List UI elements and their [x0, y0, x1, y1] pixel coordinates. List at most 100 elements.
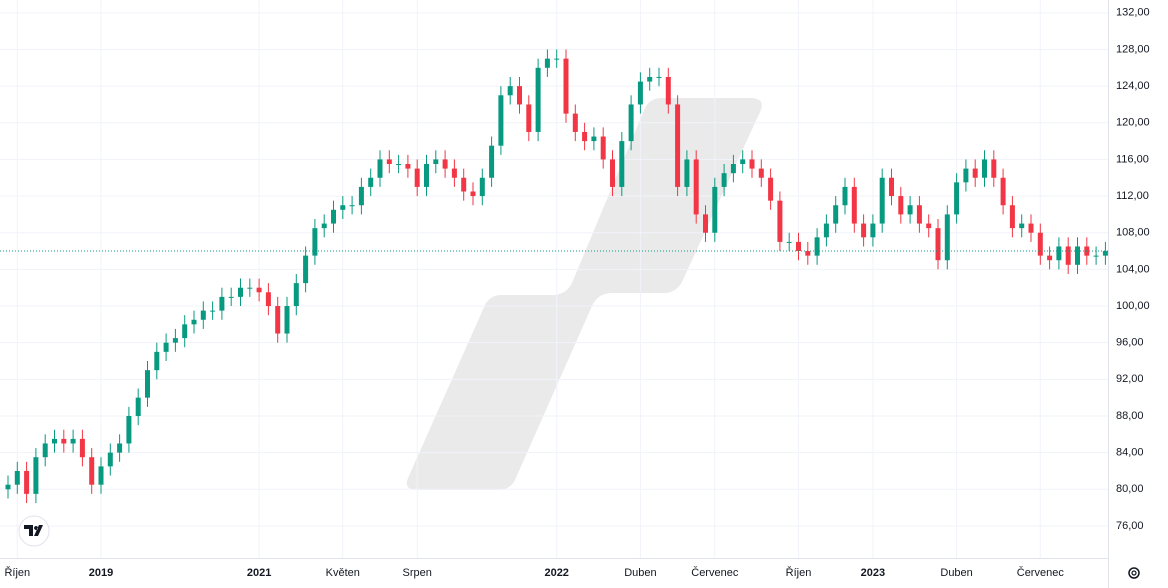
candle-body	[833, 205, 839, 224]
candle-body	[861, 223, 867, 238]
candle-body	[740, 159, 746, 165]
candle-body	[656, 76, 662, 78]
candle-body	[303, 255, 309, 284]
y-tick-label: 116,00	[1116, 153, 1149, 165]
y-tick-label: 100,00	[1116, 300, 1150, 312]
candle-body	[898, 196, 904, 215]
candle-body	[377, 159, 383, 178]
candle-body	[693, 159, 699, 215]
candle-body	[1056, 246, 1062, 261]
candle-body	[135, 397, 141, 416]
candle-body	[916, 205, 922, 224]
candle-body	[247, 287, 253, 289]
y-tick-label: 96,00	[1116, 337, 1144, 349]
candle-body	[665, 76, 671, 105]
candle-body	[907, 205, 913, 215]
candle-body	[870, 223, 876, 238]
candle-body	[461, 177, 467, 192]
candle-body	[647, 76, 653, 82]
candle-body	[219, 296, 225, 311]
y-tick-label: 76,00	[1116, 520, 1144, 532]
candle-body	[944, 214, 950, 261]
y-tick-label: 84,00	[1116, 447, 1144, 459]
settings-button[interactable]	[1128, 567, 1140, 579]
candle-body	[470, 191, 476, 197]
tv-logo	[18, 515, 50, 547]
candle-body	[98, 466, 104, 485]
candle-body	[544, 58, 550, 68]
candle-body	[275, 306, 281, 334]
candle-body	[879, 177, 885, 224]
x-tick-label: Květen	[326, 567, 360, 579]
candle-body	[368, 177, 374, 187]
candle-body	[591, 136, 597, 142]
candle-body	[619, 141, 625, 187]
candle-body	[451, 168, 457, 178]
candle-body	[786, 241, 792, 243]
candle-body	[126, 415, 132, 444]
candle-body	[851, 186, 857, 224]
x-tick-label: 2019	[89, 567, 113, 579]
candle-body	[1075, 246, 1080, 265]
candle-body	[312, 228, 318, 256]
candle-body	[1102, 251, 1108, 256]
candle-body	[340, 205, 346, 210]
candle-body	[749, 159, 755, 169]
candle-body	[442, 159, 448, 169]
candle-body	[284, 306, 290, 334]
candle-body	[554, 58, 560, 60]
candle-body	[24, 470, 30, 494]
candle-body	[89, 457, 95, 485]
candle-body	[107, 452, 113, 467]
candle-body	[637, 81, 643, 105]
x-tick-label: 2022	[544, 567, 568, 579]
candle-body	[777, 200, 783, 242]
candle-body	[954, 182, 960, 215]
candle-body	[200, 310, 206, 320]
candle-body	[935, 228, 941, 261]
candle-body	[991, 159, 997, 178]
candle-body	[238, 287, 243, 297]
candle-body	[210, 310, 216, 312]
candle-body	[489, 145, 495, 178]
candle-body	[628, 104, 634, 142]
x-tick-label: 2023	[861, 567, 885, 579]
candle-body	[405, 164, 411, 169]
y-tick-label: 124,00	[1116, 80, 1150, 92]
candle-body	[145, 370, 150, 398]
candle-body	[703, 214, 708, 233]
x-tick-label: Říjen	[786, 566, 812, 579]
candle-body	[386, 159, 392, 165]
candle-body	[154, 351, 160, 371]
candle-body	[1019, 223, 1025, 229]
candle-body	[349, 205, 355, 207]
candle-body	[33, 457, 39, 494]
candle-body	[972, 168, 978, 178]
candle-body	[228, 296, 234, 298]
x-tick-label: Červenec	[1017, 566, 1065, 579]
candle-body	[684, 159, 690, 187]
candle-body	[1000, 177, 1006, 206]
candle-body	[1065, 246, 1071, 265]
candle-body	[1047, 255, 1053, 261]
candle-body	[52, 438, 57, 444]
candle-body	[256, 287, 262, 293]
candle-body	[14, 470, 20, 485]
candle-body	[572, 113, 578, 132]
candle-body	[331, 209, 336, 224]
candle-body	[163, 342, 169, 352]
candle-body	[293, 283, 299, 307]
candle-body	[889, 177, 894, 197]
candle-body	[424, 164, 429, 187]
candle-body	[796, 241, 801, 252]
candle-body	[321, 223, 327, 229]
candle-body	[5, 484, 11, 490]
candle-body	[963, 168, 969, 183]
x-tick-label: Červenec	[691, 566, 739, 579]
candle-body	[926, 223, 932, 229]
candle-body	[1028, 223, 1034, 233]
candle-body	[498, 95, 504, 146]
candle-body	[70, 438, 76, 444]
candle-body	[758, 168, 764, 178]
